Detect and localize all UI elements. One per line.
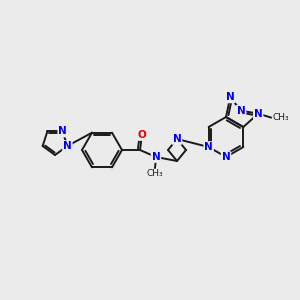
Text: O: O (138, 130, 146, 140)
Text: N: N (222, 152, 230, 162)
Text: N: N (63, 141, 72, 151)
Text: N: N (226, 92, 235, 102)
Text: N: N (204, 142, 213, 152)
Text: N: N (172, 134, 182, 144)
Text: N: N (152, 152, 160, 162)
Text: N: N (254, 109, 262, 118)
Text: N: N (237, 106, 245, 116)
Text: N: N (58, 127, 67, 136)
Text: CH₃: CH₃ (272, 113, 289, 122)
Text: CH₃: CH₃ (147, 169, 163, 178)
